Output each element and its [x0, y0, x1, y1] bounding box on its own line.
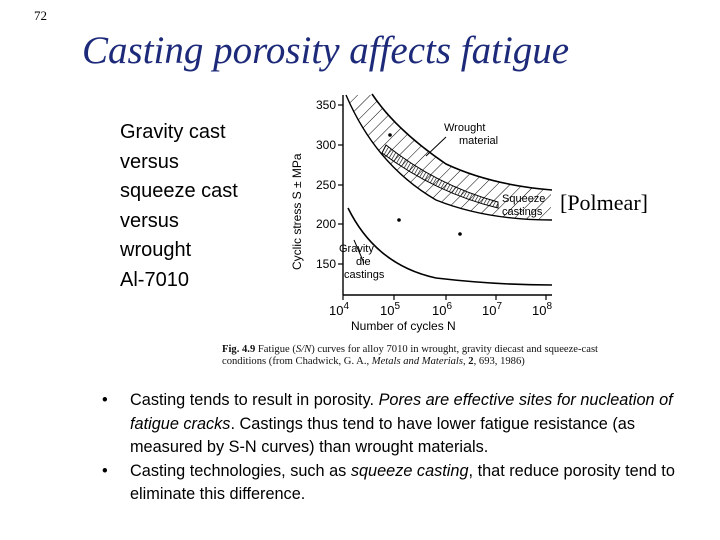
caption-text: , 693, 1986)	[473, 356, 525, 367]
x-tick-label: 108	[532, 301, 552, 318]
caption-text: Fatigue (	[255, 344, 296, 355]
wrought-label: Wrought	[444, 122, 485, 134]
gravity-label: castings	[344, 269, 385, 281]
x-tick-label: 104	[329, 301, 349, 318]
squeeze-band	[381, 144, 499, 209]
data-point	[458, 232, 462, 236]
scatter-band	[346, 95, 551, 220]
y-tick-label: 200	[316, 217, 336, 231]
y-tick-label: 250	[316, 178, 336, 192]
bullet-emphasis: squeeze casting	[350, 461, 469, 480]
bullet-item: • Casting tends to result in porosity. P…	[102, 389, 702, 460]
x-tick-label: 105	[380, 301, 400, 318]
left-text-line: squeeze cast	[120, 180, 238, 202]
y-tick-label: 300	[316, 138, 336, 152]
caption-text: ) curves for alloy 7010 in wrought, grav…	[222, 344, 599, 367]
left-text-line: versus	[120, 150, 179, 173]
bullet-list: • Casting tends to result in porosity. P…	[102, 389, 702, 507]
left-text-line: Al-7010	[120, 268, 189, 291]
gravity-curve	[347, 207, 553, 286]
bullet-marker: •	[102, 391, 108, 409]
data-point	[397, 218, 401, 222]
bullet-text: Casting tends to result in porosity.	[130, 391, 379, 409]
middle-curve	[345, 94, 553, 221]
source-credit: [Polmear]	[560, 190, 648, 215]
slide-title: Casting porosity affects fatigue	[82, 29, 570, 72]
wrought-label: material	[459, 135, 498, 147]
left-text-line: Gravity cast	[120, 121, 226, 143]
bullet-text: Casting technologies, such as	[130, 461, 351, 480]
left-text-block: Gravity cast versus squeeze cast versus …	[120, 118, 290, 295]
caption-fig-label: Fig. 4.9	[222, 344, 256, 355]
wrought-leader	[425, 136, 447, 157]
caption-volume: 2	[468, 356, 474, 367]
y-tick-label: 150	[316, 257, 336, 271]
caption-text: ,	[463, 356, 469, 367]
slide-number: 72	[34, 8, 47, 23]
y-axis-label: Cyclic stress S ± MPa	[290, 153, 304, 270]
bullet-emphasis: Pores are effective sites for nucleation…	[130, 391, 673, 433]
sn-curve-figure: 350 300 250 200 150 Cyclic stress S ± MP…	[290, 93, 553, 333]
wrought-curve	[371, 93, 553, 191]
x-tick-label: 107	[482, 301, 502, 318]
gravity-label: Gravity	[339, 243, 374, 255]
gravity-leader	[353, 239, 365, 264]
bullet-text: . Castings thus tend to have lower fatig…	[130, 414, 635, 457]
figure-caption: Fig. 4.9 Fatigue (S/N) curves for alloy …	[222, 344, 622, 368]
bullet-text: , that reduce porosity tend to eliminate…	[130, 461, 675, 504]
gravity-label: die	[356, 256, 371, 268]
bullet-item: • Casting technologies, such as squeeze …	[102, 460, 702, 507]
x-axis-label: Number of cycles N	[351, 319, 456, 333]
caption-sn: S/N	[295, 344, 312, 355]
y-tick-label: 350	[316, 98, 336, 112]
left-text-line: versus	[120, 209, 179, 232]
caption-journal: Metals and Materials	[371, 356, 463, 367]
x-tick-label: 106	[432, 301, 452, 318]
squeeze-label: castings	[502, 206, 543, 218]
left-text-line: wrought	[120, 239, 192, 261]
data-point	[388, 133, 392, 137]
squeeze-label: Squeeze	[502, 193, 545, 205]
bullet-marker: •	[102, 461, 108, 480]
